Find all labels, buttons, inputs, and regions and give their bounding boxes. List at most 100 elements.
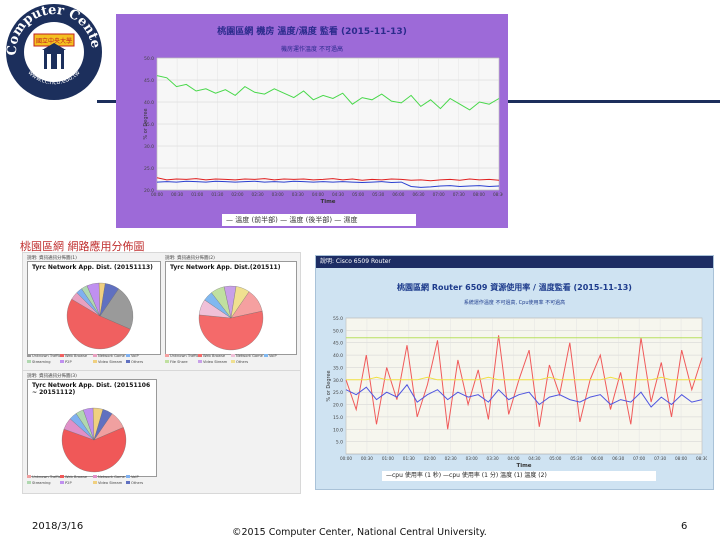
app-dist-pie-chart [61, 407, 127, 473]
router-monitor-panel: 說明: Cisco 6509 Router 桃園區網 Router 6509 資… [315, 255, 714, 490]
legend-label: Streaming [32, 481, 51, 485]
pie-title: Tyrc Network App. Dist. (20151106 ~ 2015… [32, 382, 151, 396]
legend-swatch [231, 354, 235, 357]
pie-card-header: 說明: 資訊通訊分佈圖(3) [27, 374, 77, 379]
x-tick-label: 00:30 [171, 192, 183, 197]
x-tick-label: 02:00 [424, 456, 436, 461]
legend-label: File Share [170, 360, 188, 364]
pie-legend-item: Video Stream [93, 481, 122, 485]
x-tick-label: 07:00 [633, 456, 645, 461]
plot-area [345, 317, 703, 455]
pie-slice [99, 283, 119, 317]
x-tick-label: 00:00 [151, 192, 163, 197]
legend-label: Streaming [32, 360, 51, 364]
room-temperature-chart-panel: 桃園區網 機房 溫度/濕度 監看 (2015-11-13) 機房運作溫度 不可過… [116, 14, 508, 228]
legend-label: VoIP [131, 475, 139, 479]
pie-card-3: Tyrc Network App. Dist. (20151106 ~ 2015… [27, 379, 157, 477]
pie-legend-item: Unknown Traffic [165, 354, 199, 358]
legend-label: Others [236, 360, 249, 364]
x-tick-label: 03:30 [487, 456, 499, 461]
legend-label: VoIP [131, 354, 139, 358]
pie-slice [230, 286, 250, 319]
chart-title: 桃園區網 機房 溫度/濕度 監看 (2015-11-13) [217, 27, 407, 37]
legend-label: Unknown Traffic [170, 354, 199, 358]
x-axis-label: Time [320, 199, 335, 205]
pie-card-header: 說明: 資訊通訊分佈圖(1) [27, 256, 77, 261]
x-tick-label: 01:00 [382, 456, 394, 461]
room-temperature-line-chart: 20.0 25.0 30.0 35.0 40.0 45.0 50.0 00:00 00:30 01… [143, 56, 503, 205]
x-tick-label: 04:00 [312, 192, 324, 197]
x-tick-label: 06:00 [392, 192, 404, 197]
legend-swatch [60, 354, 64, 357]
x-tick-label: 03:00 [272, 192, 284, 197]
y-tick-label: 40.0 [333, 353, 343, 359]
y-tick-label: 5.0 [336, 440, 343, 446]
y-tick-label: 20.0 [333, 403, 343, 409]
legend-swatch [198, 360, 202, 363]
x-tick-label: 07:00 [433, 192, 445, 197]
router-chart-subtitle: 系統運作溫度 不可過高, Cpu使用率 不可過高 [463, 300, 566, 306]
legend-label: Video Stream [98, 360, 123, 364]
legend-label: Video Stream [203, 360, 228, 364]
legend-swatch [165, 354, 169, 357]
pie-slice [61, 427, 127, 473]
y-tick-label: 15.0 [333, 415, 343, 421]
pie-legend-item: Video Stream [198, 360, 227, 364]
legend-label: Web Browse [65, 475, 88, 479]
legend-swatch [126, 481, 130, 484]
pie-legend-item: Unknown Traffic [27, 354, 61, 358]
pie-legend-item: Unknown Traffic [27, 475, 61, 479]
pie-slice [198, 310, 264, 351]
x-tick-label: 06:30 [612, 456, 624, 461]
y-tick-label: 25.0 [333, 390, 343, 396]
chart-subtitle: 機房運作溫度 不可過高 [281, 46, 343, 53]
y-tick-label: 45.0 [144, 78, 154, 84]
x-tick-label: 04:30 [332, 192, 344, 197]
x-tick-label: 04:00 [507, 456, 519, 461]
series-line [156, 180, 500, 188]
x-tick-label: 08:00 [675, 456, 687, 461]
pie-legend-item: VoIP [126, 354, 139, 358]
x-tick-label: 03:30 [292, 192, 304, 197]
x-tick-label: 05:30 [372, 192, 384, 197]
pie-legend-item: Web Browse [60, 475, 87, 479]
pie-legend-item: Network Game [93, 354, 125, 358]
pie-legend-item: P2P [60, 360, 72, 364]
legend-swatch [165, 360, 169, 363]
x-tick-label: 05:30 [570, 456, 582, 461]
pie-legend-item: Others [231, 360, 248, 364]
app-dist-panel-weekly: 說明: 資訊通訊分佈圖(3) Tyrc Network App. Dist. (… [22, 370, 301, 494]
y-tick-label: 30.0 [333, 378, 343, 384]
x-tick-label: 05:00 [352, 192, 364, 197]
x-tick-label: 02:00 [231, 192, 243, 197]
legend-swatch [27, 481, 31, 484]
pie-legend-item: VoIP [264, 354, 277, 358]
pie-legend: Unknown Traffic Web Browse Network Game VoI… [27, 354, 159, 370]
pie-legend-item: Video Stream [93, 360, 122, 364]
legend-label: Unknown Traffic [32, 354, 61, 358]
x-tick-label: 05:00 [549, 456, 561, 461]
legend-label: Web Browse [203, 354, 226, 358]
x-tick-label: 00:30 [361, 456, 373, 461]
x-tick-label: 02:30 [445, 456, 457, 461]
legend-swatch [27, 360, 31, 363]
y-axis-label: % or Degree [143, 108, 149, 139]
y-tick-label: 50.0 [144, 56, 154, 62]
legend-swatch [93, 481, 97, 484]
series-line [156, 177, 500, 182]
legend-label: P2P [65, 360, 72, 364]
y-tick-label: 25.0 [144, 166, 154, 172]
y-tick-label: 50.0 [333, 328, 343, 334]
pie-legend-item: Others [126, 481, 143, 485]
router-usage-line-chart: 5.0 10.0 15.0 20.0 25.0 30.0 35.0 40.0 45.0 50.0 5… [326, 316, 707, 469]
x-tick-label: 01:00 [191, 192, 203, 197]
y-tick-label: 40.0 [144, 100, 154, 106]
y-tick-label: 35.0 [144, 122, 154, 128]
chart-legend: — 溫度 (前半部) — 溫度 (後半部) — 濕度 [222, 214, 416, 226]
legend-swatch [27, 354, 31, 357]
pie-slice [93, 409, 113, 441]
legend-label: Unknown Traffic [32, 475, 61, 479]
x-tick-label: 08:00 [473, 192, 485, 197]
pie-legend-item: Web Browse [60, 354, 87, 358]
y-tick-label: 45.0 [333, 341, 343, 347]
